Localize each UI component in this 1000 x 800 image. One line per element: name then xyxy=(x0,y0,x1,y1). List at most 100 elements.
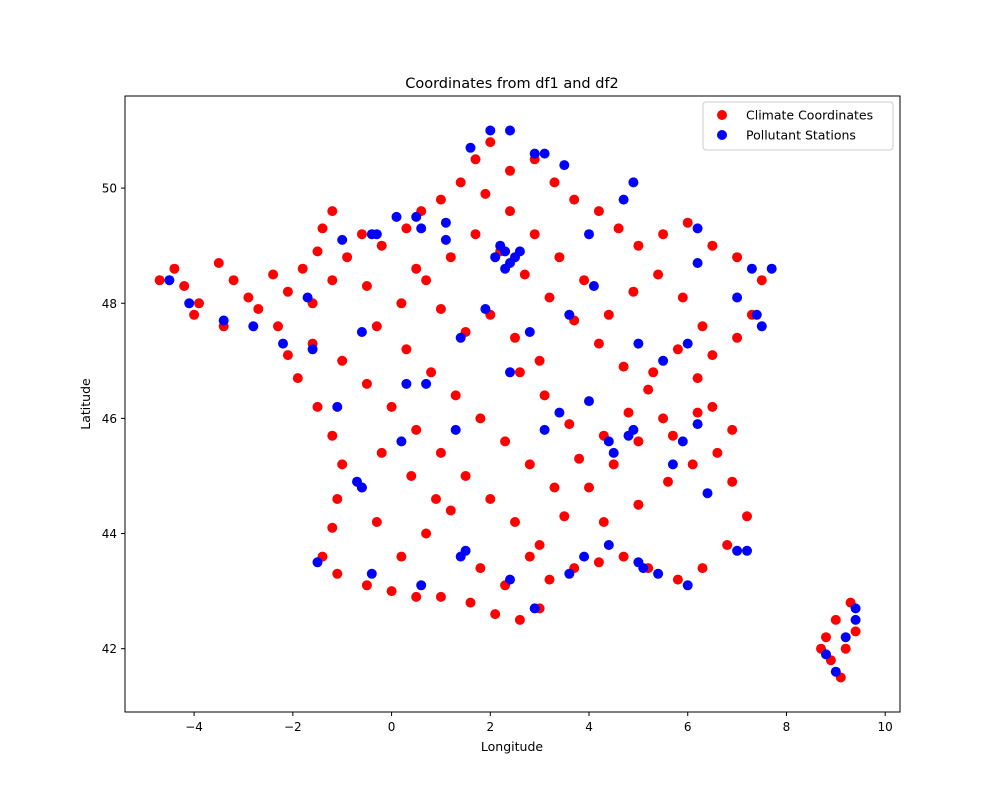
point-s1-50 xyxy=(633,557,644,568)
point-s0-64 xyxy=(332,568,343,579)
point-s0-132 xyxy=(396,551,407,562)
point-s0-71 xyxy=(292,373,303,384)
point-s0-117 xyxy=(579,275,590,286)
point-s1-86 xyxy=(850,614,861,625)
point-s0-20 xyxy=(376,240,387,251)
point-s1-66 xyxy=(401,378,412,389)
point-s1-31 xyxy=(746,263,757,274)
chart-title: Coordinates from df1 and df2 xyxy=(405,76,619,92)
point-s1-68 xyxy=(480,304,491,314)
point-s1-12 xyxy=(440,217,451,228)
point-s0-111 xyxy=(672,344,683,355)
y-tick-label-2: 46 xyxy=(102,412,117,426)
point-s1-69 xyxy=(505,367,515,378)
point-s0-21 xyxy=(401,223,412,234)
point-s1-23 xyxy=(529,148,540,159)
point-s0-80 xyxy=(485,494,496,504)
point-s0-121 xyxy=(480,188,491,199)
point-s0-38 xyxy=(756,275,767,286)
point-s0-87 xyxy=(658,413,669,424)
point-s0-32 xyxy=(613,223,624,234)
x-tick-label-0: −4 xyxy=(185,720,203,734)
point-s1-25 xyxy=(559,160,570,171)
point-s1-28 xyxy=(618,194,629,205)
y-tick-label-0: 42 xyxy=(102,642,117,656)
point-s0-49 xyxy=(697,563,708,574)
point-s0-151 xyxy=(830,614,841,625)
y-tick-label-3: 48 xyxy=(102,297,117,311)
point-s0-9 xyxy=(253,304,264,314)
point-s0-50 xyxy=(672,574,683,585)
point-s1-78 xyxy=(440,234,451,245)
point-s0-75 xyxy=(361,378,372,389)
points-layer xyxy=(154,125,861,683)
point-s0-43 xyxy=(707,401,718,412)
point-s0-18 xyxy=(327,206,338,217)
point-s0-109 xyxy=(623,407,634,418)
point-s1-74 xyxy=(658,355,669,366)
point-s1-18 xyxy=(514,246,525,257)
point-s1-71 xyxy=(554,407,565,418)
point-s0-31 xyxy=(593,206,604,217)
point-s0-102 xyxy=(450,390,461,401)
point-s0-36 xyxy=(707,240,718,251)
point-s1-32 xyxy=(766,263,777,274)
point-s1-41 xyxy=(667,459,678,470)
legend-marker-pollutant xyxy=(717,130,727,140)
point-s0-33 xyxy=(633,240,644,251)
point-s1-26 xyxy=(628,177,639,188)
point-s1-62 xyxy=(352,476,362,487)
point-s1-65 xyxy=(421,378,432,389)
point-s0-13 xyxy=(273,321,283,332)
point-s0-140 xyxy=(524,551,535,562)
point-s1-1 xyxy=(184,298,195,309)
point-s0-128 xyxy=(361,281,372,291)
point-s0-40 xyxy=(732,332,743,343)
point-s0-79 xyxy=(460,471,471,481)
point-s0-15 xyxy=(327,275,338,286)
point-s0-77 xyxy=(411,424,422,435)
point-s0-84 xyxy=(584,482,594,493)
point-s0-53 xyxy=(593,557,604,568)
point-s0-122 xyxy=(534,355,545,366)
point-s0-17 xyxy=(317,223,328,234)
point-s0-112 xyxy=(697,321,708,332)
point-s0-93 xyxy=(519,269,530,280)
point-s0-95 xyxy=(470,229,481,240)
legend-box xyxy=(702,101,894,151)
point-s0-81 xyxy=(510,517,520,527)
point-s0-25 xyxy=(470,154,481,165)
point-s0-150 xyxy=(821,632,831,643)
point-s0-149 xyxy=(514,367,525,378)
point-s0-63 xyxy=(361,580,372,591)
point-s0-76 xyxy=(386,401,397,412)
point-s0-90 xyxy=(593,338,604,349)
point-s0-52 xyxy=(618,551,629,562)
point-s1-37 xyxy=(633,338,644,349)
point-s1-51 xyxy=(603,540,614,550)
point-s0-92 xyxy=(544,292,555,303)
point-s1-45 xyxy=(732,545,743,556)
point-s1-58 xyxy=(416,580,427,591)
point-s1-60 xyxy=(312,557,323,568)
point-s0-61 xyxy=(411,591,422,602)
point-s0-6 xyxy=(228,275,239,286)
plot-frame xyxy=(124,95,901,713)
point-s0-19 xyxy=(356,229,367,240)
point-s0-147 xyxy=(564,419,575,430)
point-s0-142 xyxy=(633,499,644,510)
point-s0-136 xyxy=(406,471,417,481)
point-s0-130 xyxy=(445,505,456,516)
point-s0-135 xyxy=(376,447,387,458)
point-s0-118 xyxy=(554,252,565,263)
y-tick-label-1: 44 xyxy=(102,527,117,541)
point-s0-41 xyxy=(707,350,718,361)
point-s1-5 xyxy=(307,344,318,355)
point-s1-24 xyxy=(539,148,550,159)
point-s0-152 xyxy=(840,643,851,654)
point-s0-96 xyxy=(445,252,456,263)
point-s0-145 xyxy=(667,430,678,441)
point-s0-101 xyxy=(426,367,437,378)
x-tick-label-7: 10 xyxy=(878,720,893,734)
